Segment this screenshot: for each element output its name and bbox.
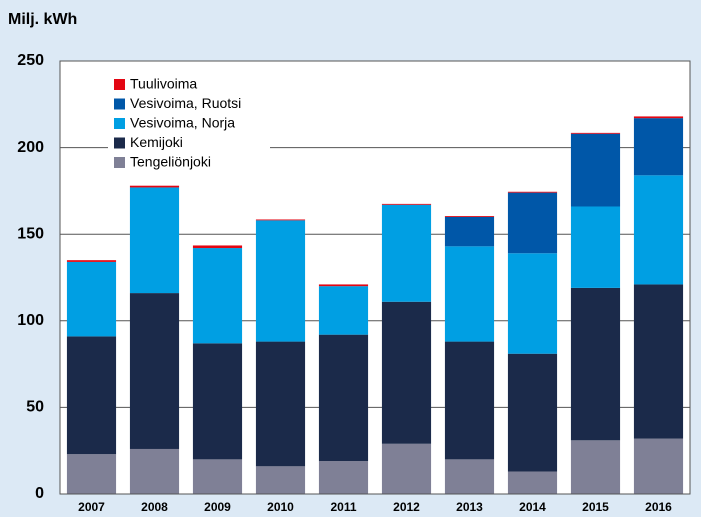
x-tick-label: 2016	[645, 500, 672, 514]
bar-segment	[192, 248, 243, 344]
y-tick-label: 200	[17, 139, 44, 156]
bar-segment	[633, 175, 684, 285]
x-tick-label: 2011	[330, 500, 356, 514]
bar-segment	[444, 216, 495, 247]
bar-segment	[570, 206, 621, 288]
bar-segment	[129, 448, 180, 494]
bar-segment	[570, 133, 621, 207]
x-tick-label: 2009	[204, 500, 231, 514]
bar-segment	[633, 438, 684, 494]
bar-segment	[66, 336, 117, 455]
bar-segment	[570, 440, 621, 494]
legend-label: Kemijoki	[130, 134, 183, 150]
bar-segment	[192, 343, 243, 460]
x-tick-label: 2008	[141, 500, 168, 514]
bar-segment	[507, 192, 558, 254]
bar-segment	[318, 286, 369, 335]
bar-segment	[129, 187, 180, 294]
bar-segment	[507, 253, 558, 354]
legend-swatch	[114, 118, 125, 129]
y-tick-label: 150	[17, 225, 44, 242]
bar-segment	[318, 284, 369, 287]
bar-segment	[255, 466, 306, 494]
legend-box	[108, 72, 270, 180]
bar-segment	[192, 459, 243, 494]
bar-segment	[192, 245, 243, 249]
x-tick-label: 2010	[267, 500, 294, 514]
bar-segment	[129, 293, 180, 449]
bar-segment	[444, 246, 495, 342]
bar-segment	[570, 287, 621, 441]
bar-segment	[570, 132, 621, 134]
bar-segment	[255, 219, 306, 221]
legend-label: Vesivoima, Ruotsi	[130, 95, 241, 111]
bar-segment	[129, 185, 180, 188]
bar-segment	[318, 334, 369, 462]
bar-segment	[633, 118, 684, 176]
legend-swatch	[114, 79, 125, 90]
plot-border	[59, 60, 691, 495]
y-axis-label: Milj. kWh	[8, 11, 77, 28]
bar-segment	[381, 301, 432, 444]
legend-label: Tengeliönjoki	[130, 154, 211, 170]
bar-segment	[381, 204, 432, 302]
y-tick-label: 50	[26, 399, 44, 416]
bar-segment	[381, 203, 432, 205]
legend-label: Vesivoima, Norja	[130, 115, 235, 131]
x-tick-label: 2015	[582, 500, 609, 514]
bar-segment	[444, 459, 495, 494]
bar-segment	[66, 260, 117, 262]
bar-segment	[66, 454, 117, 494]
bar-segment	[444, 216, 495, 217]
bar-segment	[318, 461, 369, 494]
legend-label: Tuulivoima	[130, 76, 197, 92]
x-tick-label: 2014	[519, 500, 546, 514]
x-tick-label: 2012	[393, 500, 420, 514]
y-tick-label: 100	[17, 312, 44, 329]
legend-swatch	[114, 98, 125, 110]
legend-swatch	[114, 157, 125, 168]
bar-segment	[633, 284, 684, 439]
bar-segment	[507, 353, 558, 472]
bar-segment	[507, 471, 558, 494]
bar-segment	[507, 191, 558, 193]
bar-segment	[444, 341, 495, 460]
y-tick-label: 250	[17, 52, 44, 69]
legend: Tengeliönjoki Kemijoki Vesivoima, Norja Ves…	[114, 76, 241, 170]
bar-segment	[66, 261, 117, 337]
x-tick-label: 2013	[456, 500, 483, 514]
x-tick-label: 2007	[78, 500, 105, 514]
y-tick-label: 0	[35, 485, 44, 502]
bar-segment	[381, 443, 432, 494]
bar-segment	[633, 116, 684, 119]
bar-segment	[255, 220, 306, 342]
bars	[66, 116, 684, 494]
legend-swatch	[114, 137, 125, 149]
bar-segment	[255, 341, 306, 467]
